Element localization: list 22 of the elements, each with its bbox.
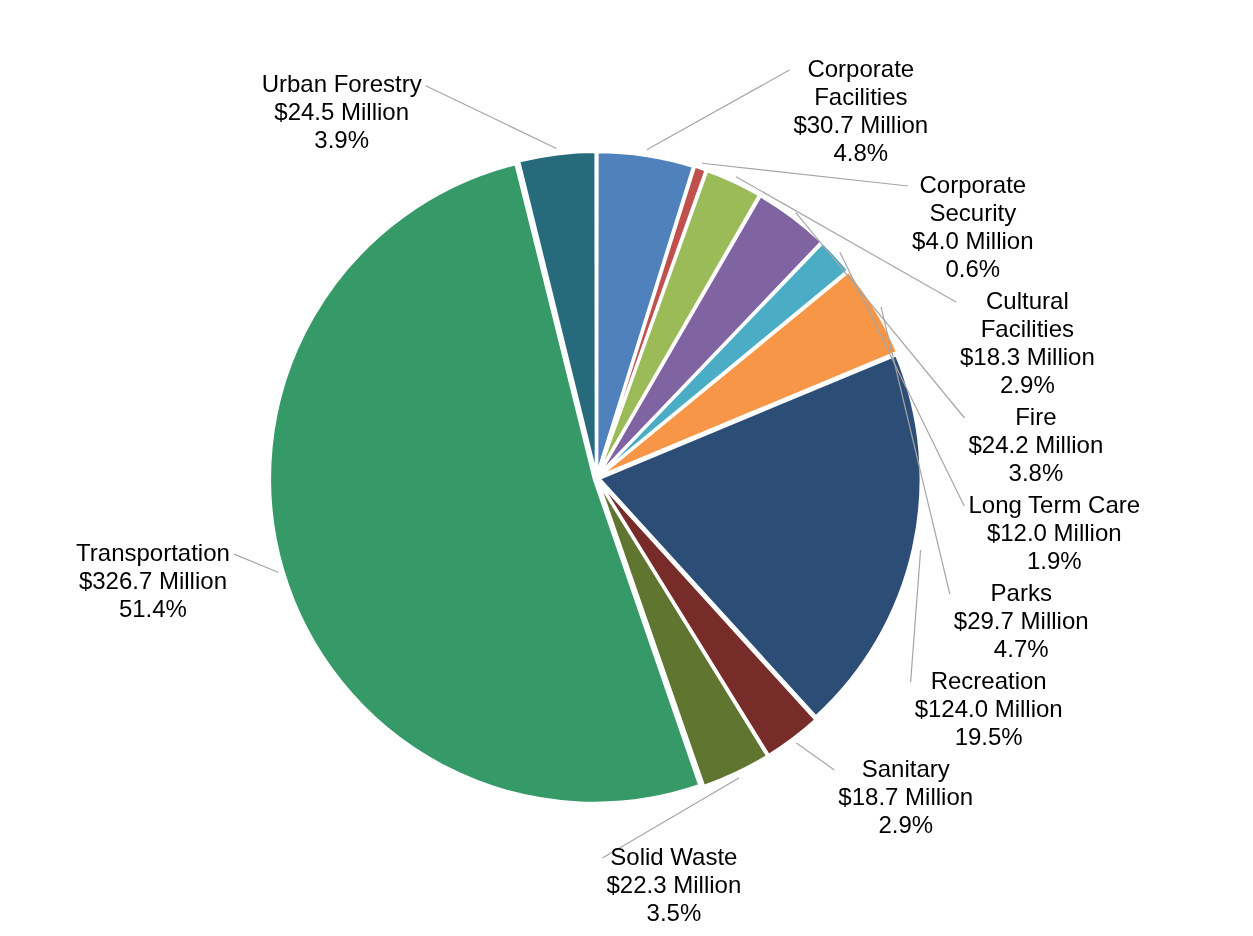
- slice-label: Corporate Facilities: [807, 54, 915, 110]
- slice-label: Parks: [990, 578, 1052, 606]
- data-label: $24.2 Million 3.8%: [968, 430, 1104, 486]
- slice-label: Solid Waste: [610, 842, 738, 870]
- slice-label: Transportation: [76, 538, 230, 566]
- data-label: $30.7 Million 4.8%: [793, 110, 929, 166]
- data-label: $29.7 Million 4.7%: [953, 606, 1089, 662]
- slice-label: Long Term Care: [968, 490, 1141, 518]
- slice-label: Corporate Security: [919, 170, 1027, 226]
- data-label: $326.7 Million 51.4%: [78, 566, 227, 622]
- slice-label: Recreation: [930, 666, 1047, 694]
- slice-label: Cultural Facilities: [980, 286, 1075, 342]
- slice-label: Urban Forestry: [261, 70, 422, 98]
- slice-label: Fire: [1015, 402, 1057, 430]
- data-label: $18.7 Million 2.9%: [838, 782, 974, 838]
- data-label: $24.5 Million 3.9%: [274, 98, 410, 154]
- data-label: $124.0 Million 19.5%: [914, 694, 1063, 750]
- data-label: $18.3 Million 2.9%: [959, 342, 1095, 398]
- data-label: $22.3 Million 3.5%: [606, 870, 742, 926]
- data-label: $12.0 Million 1.9%: [986, 518, 1122, 574]
- data-label: $4.0 Million 0.6%: [912, 226, 1034, 282]
- slice-label: Sanitary: [861, 754, 950, 782]
